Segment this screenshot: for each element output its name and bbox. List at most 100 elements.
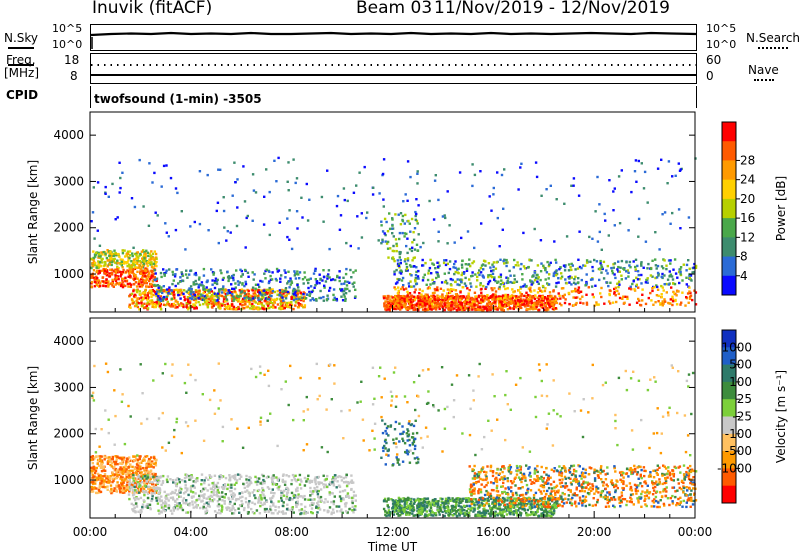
- power-cell: [504, 293, 507, 297]
- power-cell: [520, 285, 523, 289]
- velocity-cell: [125, 468, 128, 471]
- power-cell: [454, 270, 457, 274]
- power-cell: [101, 253, 104, 256]
- power-cell: [107, 195, 110, 198]
- power-cell: [506, 308, 510, 311]
- power-cell: [446, 288, 450, 291]
- power-cell: [202, 287, 205, 290]
- power-cell: [409, 230, 412, 233]
- power-cell: [289, 303, 292, 307]
- power-cell: [212, 271, 216, 274]
- velocity-cell: [103, 475, 106, 478]
- power-cell: [434, 303, 437, 306]
- power-cell: [301, 296, 304, 300]
- power-cell: [612, 209, 615, 212]
- power-cell: [263, 307, 266, 311]
- power-cell: [434, 289, 437, 292]
- power-cell: [90, 220, 93, 223]
- velocity-cell: [103, 455, 106, 458]
- power-cell: [240, 304, 244, 307]
- power-cell: [533, 271, 536, 274]
- power-cell: [148, 252, 151, 255]
- power-cell: [254, 191, 258, 194]
- power-cell: [565, 282, 568, 285]
- power-cell: [519, 287, 522, 290]
- power-cell: [671, 278, 675, 281]
- power-cell: [279, 305, 282, 308]
- power-cell: [286, 282, 289, 285]
- power-cell: [129, 268, 133, 271]
- power-cell: [353, 281, 356, 284]
- power-cell: [414, 303, 417, 307]
- velocity-cell: [211, 499, 214, 502]
- power-cell: [273, 301, 276, 304]
- power-cell: [352, 285, 355, 288]
- power-cell: [219, 294, 222, 297]
- power-cell: [90, 257, 93, 261]
- power-cell: [231, 304, 234, 308]
- power-cell: [174, 303, 177, 307]
- power-cell: [540, 303, 543, 306]
- power-cell: [314, 278, 317, 281]
- power-cell: [384, 233, 387, 237]
- velocity-cell: [102, 484, 106, 487]
- power-cell: [170, 292, 173, 295]
- power-cell: [144, 267, 147, 270]
- power-cell: [616, 268, 619, 271]
- velocity-cell: [333, 495, 336, 498]
- power-cell: [454, 280, 457, 283]
- velocity-cell: [233, 509, 237, 512]
- power-cell: [296, 292, 299, 296]
- power-cell: [171, 282, 174, 286]
- power-cell: [191, 295, 194, 298]
- power-cell: [209, 299, 212, 303]
- power-cell: [256, 307, 259, 311]
- power-cell: [159, 299, 163, 303]
- power-cell: [290, 247, 294, 251]
- power-cell: [496, 297, 500, 301]
- power-cell: [468, 308, 471, 311]
- power-cell: [533, 289, 536, 292]
- power-cell: [436, 271, 439, 275]
- velocity-cell: [102, 465, 105, 469]
- velocity-cell: [339, 499, 343, 503]
- power-cell: [689, 274, 693, 277]
- power-cell: [485, 296, 488, 299]
- power-cell: [179, 276, 182, 279]
- power-cell: [504, 287, 507, 291]
- power-cell: [430, 272, 433, 275]
- power-cell: [383, 302, 386, 305]
- velocity-cell: [202, 505, 205, 509]
- power-cell: [191, 297, 194, 301]
- velocity-cell: [125, 473, 128, 476]
- velocity-cell: [138, 484, 142, 487]
- velocity-cell: [250, 481, 253, 485]
- power-cell: [654, 231, 657, 234]
- power-cell: [244, 298, 247, 302]
- velocity-cell: [268, 487, 271, 490]
- power-cell: [605, 281, 609, 284]
- power-cell: [231, 194, 234, 197]
- power-cell: [435, 276, 438, 280]
- velocity-cell: [110, 488, 113, 492]
- power-cell: [131, 299, 134, 303]
- power-cell: [423, 294, 426, 298]
- power-cell: [456, 283, 459, 286]
- velocity-cell: [100, 464, 103, 468]
- velocity-cell: [106, 488, 109, 491]
- power-cell: [531, 305, 535, 309]
- power-cell: [215, 295, 219, 299]
- velocity-cell: [335, 505, 338, 508]
- power-cell: [326, 274, 329, 278]
- velocity-cell: [281, 510, 285, 513]
- power-cell: [312, 272, 316, 275]
- power-cell: [216, 298, 219, 302]
- power-cell: [480, 294, 483, 297]
- power-cell: [546, 282, 549, 285]
- power-cell: [665, 264, 668, 267]
- power-cell: [640, 282, 643, 285]
- power-cell: [598, 278, 601, 282]
- velocity-cell: [292, 475, 296, 479]
- power-cell: [532, 304, 535, 307]
- power-cell: [461, 308, 464, 312]
